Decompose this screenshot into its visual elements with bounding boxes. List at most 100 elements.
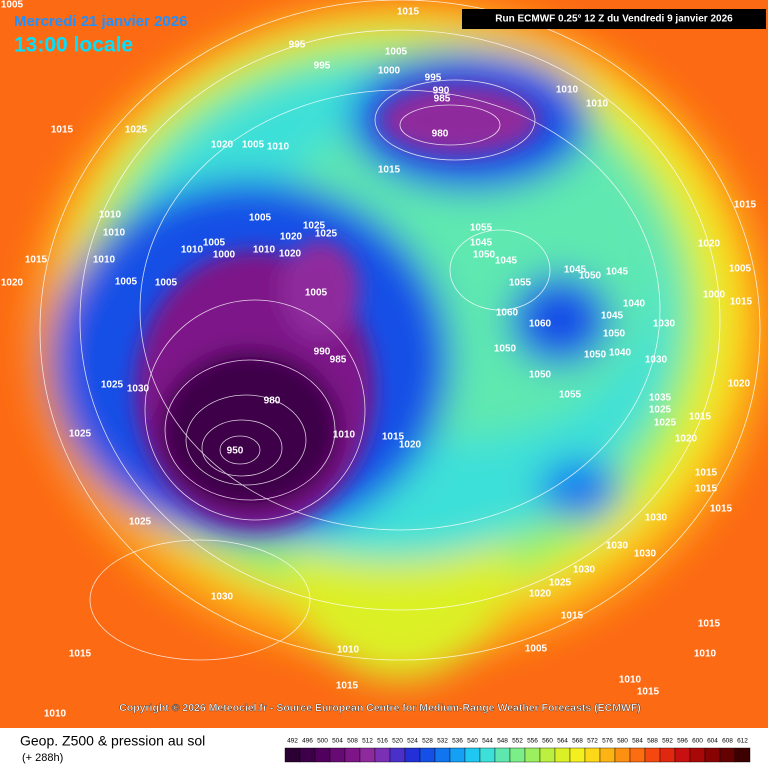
isobar-label: 1015 (695, 468, 718, 479)
scale-label: 544 (482, 738, 493, 745)
scale-label: 524 (407, 738, 418, 745)
scale-swatch (284, 747, 301, 763)
isobar-label: 1010 (44, 709, 67, 720)
isobar-label: 1025 (549, 578, 572, 589)
scale-swatch (344, 747, 361, 763)
isobar-label: 1015 (710, 504, 733, 515)
scale-label: 516 (377, 738, 388, 745)
isobar-label: 990 (314, 347, 331, 358)
scale-swatch (299, 747, 316, 763)
isobar-label: 1015 (382, 432, 405, 443)
isobar-label: 1015 (397, 7, 420, 18)
isobar-label: 1005 (203, 238, 226, 249)
isobar-label: 1030 (211, 592, 234, 603)
scale-label: 572 (587, 738, 598, 745)
isobar-label: 995 (289, 40, 306, 51)
scale-label: 536 (452, 738, 463, 745)
run-info: Run ECMWF 0.25° 12 Z du Vendredi 9 janvi… (495, 14, 733, 25)
isobar-label: 1015 (51, 125, 74, 136)
isobar-label: 1035 (649, 393, 672, 404)
isobar-label: 1020 (279, 249, 302, 260)
scale-label: 540 (467, 738, 478, 745)
isobar-label: 1025 (654, 418, 677, 429)
scale-swatch (479, 747, 496, 763)
scale-label: 576 (602, 738, 613, 745)
isobar-label: 1050 (579, 271, 602, 282)
scale-swatch (569, 747, 586, 763)
isobar-label: 1050 (584, 350, 607, 361)
isobar-label: 1015 (698, 619, 721, 630)
scale-label: 548 (497, 738, 508, 745)
scale-label: 560 (542, 738, 553, 745)
color-scale: 492 496 500 504 508 512 516 520 524 528 532 536 540 5… (284, 738, 751, 763)
isobar-label: 1005 (729, 264, 752, 275)
scale-swatch (539, 747, 556, 763)
isobar-label: 1025 (101, 380, 124, 391)
isobar-label: 1010 (694, 649, 717, 660)
scale-label: 612 (737, 738, 748, 745)
scale-label: 592 (662, 738, 673, 745)
scale-swatch (374, 747, 391, 763)
isobar-label: 1010 (333, 430, 356, 441)
isobar-label: 1020 (1, 278, 24, 289)
isobar-label: 1015 (336, 681, 359, 692)
isobar-label: 990 (433, 86, 450, 97)
scale-label: 580 (617, 738, 628, 745)
scale-swatch (734, 747, 751, 763)
isobar-label: 1000 (703, 290, 726, 301)
scale-swatch (689, 747, 706, 763)
isobar-label: 1050 (603, 329, 626, 340)
scale-swatch (554, 747, 571, 763)
isobar-label: 1020 (211, 140, 234, 151)
isobar-label: 1055 (509, 278, 532, 289)
scale-label: 532 (437, 738, 448, 745)
scale-swatch (614, 747, 631, 763)
isobar-label: 1045 (495, 256, 518, 267)
scale-swatch (404, 747, 421, 763)
run-box (462, 9, 766, 29)
isobar-label: 1020 (698, 239, 721, 250)
scale-label: 512 (362, 738, 373, 745)
scale-swatch (644, 747, 661, 763)
scale-label: 552 (512, 738, 523, 745)
isobar-label: 1030 (573, 565, 596, 576)
isobar-label: 1025 (129, 517, 152, 528)
isobar-label: 1045 (470, 238, 493, 249)
scale-swatch (464, 747, 481, 763)
isobar-label: 1045 (564, 265, 587, 276)
isobar-label: 1005 (1, 0, 24, 11)
scale-label: 556 (527, 738, 538, 745)
scale-swatch (629, 747, 646, 763)
isobar-label: 950 (227, 446, 244, 457)
isobar-label: 995 (314, 61, 331, 72)
scale-label: 508 (347, 738, 358, 745)
isobar-label: 1015 (730, 297, 753, 308)
isobar-label: 1025 (315, 229, 338, 240)
isobar-label: 1015 (734, 200, 757, 211)
legend-lead: (+ 288h) (22, 752, 63, 764)
isobar-label: 1040 (609, 348, 632, 359)
isobar-label: 980 (432, 129, 449, 140)
isobar-label: 1010 (99, 210, 122, 221)
scale-swatch (659, 747, 676, 763)
isobar-label: 1050 (494, 344, 517, 355)
scale-swatch (719, 747, 736, 763)
isobar-label: 1005 (242, 140, 265, 151)
isobar-label: 1005 (155, 278, 178, 289)
isobar-label: 985 (434, 94, 451, 105)
isobar-label: 1010 (556, 85, 579, 96)
isobar-label: 1015 (25, 255, 48, 266)
scale-label: 500 (317, 738, 328, 745)
isobar-label: 1030 (127, 384, 150, 395)
scale-swatch (449, 747, 466, 763)
isobar-label: 1005 (385, 47, 408, 58)
scale-label: 604 (707, 738, 718, 745)
isobar-label: 1055 (470, 223, 493, 234)
isobar-label: 1010 (103, 228, 126, 239)
scale-label: 600 (692, 738, 703, 745)
isobar-label: 1025 (69, 429, 92, 440)
isobar-label: 1025 (125, 125, 148, 136)
isobar-label: 1010 (619, 675, 642, 686)
scale-swatch (359, 747, 376, 763)
